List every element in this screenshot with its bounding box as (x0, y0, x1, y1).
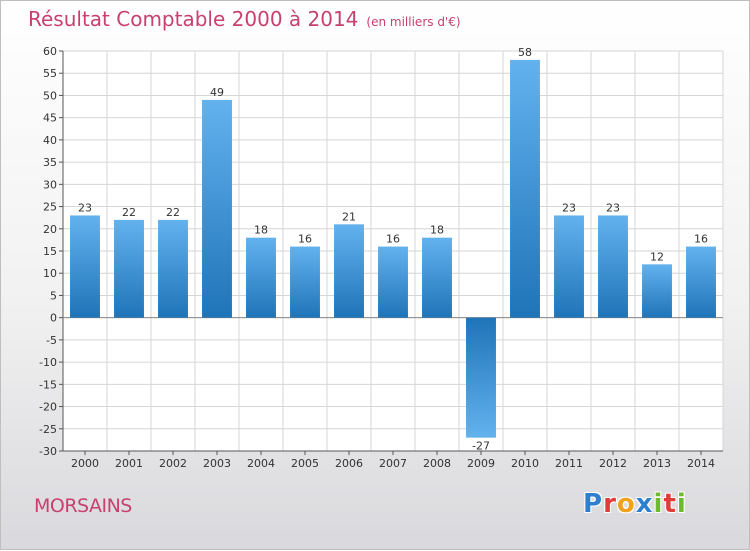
bar (686, 246, 716, 318)
x-tick-label: 2005 (291, 457, 319, 470)
y-tick-label: 60 (43, 45, 57, 58)
bar-value-label: 49 (210, 86, 224, 99)
logo-letter: o (616, 489, 636, 519)
bar (510, 59, 540, 318)
y-tick-label: -20 (39, 401, 57, 414)
logo-letter: r (603, 489, 617, 519)
bar-value-label: 16 (298, 233, 312, 246)
bar-value-label: 23 (606, 201, 620, 214)
logo-letter: i (676, 489, 687, 519)
chart-title: Résultat Comptable 2000 à 2014 (en millie… (28, 7, 461, 31)
y-tick-label: 55 (43, 67, 57, 80)
y-tick-label: 15 (43, 245, 57, 258)
bar (422, 237, 452, 318)
bar-value-label: 18 (430, 224, 444, 237)
y-tick-label: -10 (39, 356, 57, 369)
bar-value-label: 22 (166, 206, 180, 219)
bar-value-label: 12 (650, 250, 664, 263)
y-tick-label: -25 (39, 423, 57, 436)
x-tick-label: 2010 (511, 457, 539, 470)
proxiti-logo: Proxiti (583, 489, 687, 519)
logo-letter: x (635, 489, 654, 519)
y-tick-label: 20 (43, 223, 57, 236)
y-tick-label: 30 (43, 178, 57, 191)
x-tick-label: 2006 (335, 457, 363, 470)
x-tick-label: 2013 (643, 457, 671, 470)
chart-subtitle: (en milliers d'€) (366, 15, 461, 29)
x-tick-label: 2002 (159, 457, 187, 470)
bar-value-label: 23 (562, 201, 576, 214)
x-tick-label: 2004 (247, 457, 275, 470)
y-tick-label: 45 (43, 112, 57, 125)
bar (246, 237, 276, 318)
bar (158, 219, 188, 318)
chart-title-text: Résultat Comptable 2000 à 2014 (28, 7, 359, 31)
bar (598, 215, 628, 318)
bar (334, 224, 364, 318)
y-tick-label: 25 (43, 201, 57, 214)
x-tick-label: 2003 (203, 457, 231, 470)
commune-name: MORSAINS (34, 495, 132, 517)
bar-value-label: 58 (518, 46, 532, 59)
y-tick-label: -15 (39, 378, 57, 391)
x-tick-label: 2012 (599, 457, 627, 470)
bar (114, 219, 144, 318)
y-tick-label: -30 (39, 445, 57, 458)
y-tick-label: 0 (50, 312, 57, 325)
bar (378, 246, 408, 318)
y-tick-label: 10 (43, 267, 57, 280)
bar-value-label: 16 (694, 233, 708, 246)
x-tick-label: 2001 (115, 457, 143, 470)
label-layer: 23 22 22 49 18 16 21 16 18 -27 58 23 23 12 16 (78, 46, 708, 453)
y-tick-label: 40 (43, 134, 57, 147)
bar (466, 317, 496, 438)
y-tick-label: 5 (50, 289, 57, 302)
bar-value-label: 18 (254, 224, 268, 237)
x-tick-label: 2014 (687, 457, 715, 470)
bar-value-label: 16 (386, 233, 400, 246)
x-tick-label: 2007 (379, 457, 407, 470)
bar (642, 264, 672, 318)
x-tick-label: 2000 (71, 457, 99, 470)
logo-letter: t (663, 489, 677, 519)
bar (70, 215, 100, 318)
bar-value-label: 22 (122, 206, 136, 219)
bar (202, 99, 232, 318)
logo-letter: P (583, 489, 604, 519)
logo-letter: i (653, 489, 664, 519)
y-tick-label: -5 (46, 334, 57, 347)
bar (290, 246, 320, 318)
bar-value-label: -27 (472, 440, 490, 453)
x-tick-label: 2011 (555, 457, 583, 470)
y-tick-label: 35 (43, 156, 57, 169)
y-tick-label: 50 (43, 89, 57, 102)
bar-value-label: 23 (78, 201, 92, 214)
x-tick-label: 2009 (467, 457, 495, 470)
bar-layer (70, 59, 716, 438)
x-tick-label: 2008 (423, 457, 451, 470)
bar (554, 215, 584, 318)
bar-value-label: 21 (342, 210, 356, 223)
